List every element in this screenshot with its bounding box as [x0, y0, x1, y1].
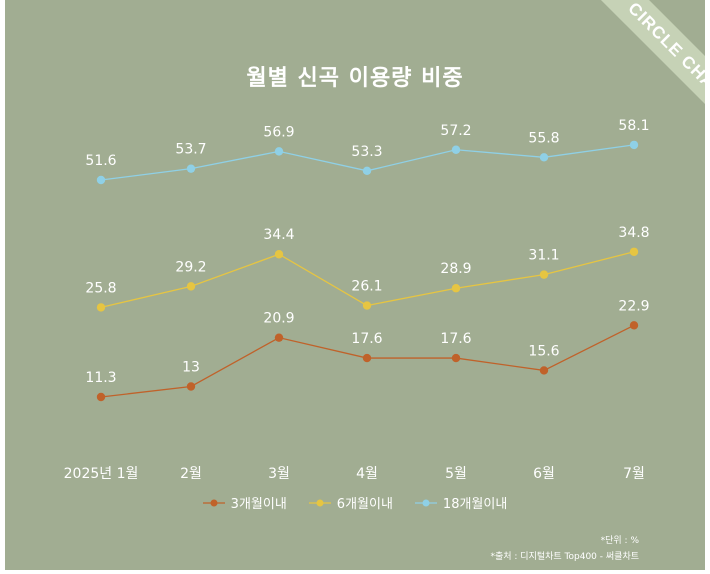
source-note: *출처 : 디지털차트 Top400 - 써클차트 [490, 552, 639, 562]
value-label-18m-4: 53.3 [351, 144, 382, 160]
value-label-3m-5: 17.6 [440, 331, 471, 347]
point-3m-4 [362, 353, 372, 363]
point-6m-2 [186, 282, 196, 291]
value-label-6m-2: 29.2 [175, 259, 206, 275]
point-18m-7 [629, 140, 639, 150]
legend-label-6m: 6개월이내 [336, 497, 393, 512]
x-tick-label: 3월 [268, 466, 290, 482]
x-tick-label: 2025년 1월 [64, 466, 139, 482]
point-3m-1 [96, 392, 106, 402]
line-chart: 11.3 13 20.9 17.6 17.6 15.6 22.9 25.8 29.2 34.4 26… [64, 118, 650, 482]
value-label-6m-3: 34.4 [263, 227, 294, 243]
chart-panel: CIRCLE CHART 월별 신곡 이용량 비중 11.3 13 20.9 17.6… [5, 0, 705, 570]
legend-label-3m: 3개월이내 [230, 497, 287, 512]
value-label-6m-6: 31.1 [528, 248, 559, 264]
value-label-3m-6: 15.6 [528, 343, 559, 359]
legend-swatch-6m [308, 499, 331, 506]
x-tick-label: 6월 [533, 466, 555, 482]
point-18m-6 [539, 153, 549, 162]
point-6m-4 [362, 301, 372, 310]
value-label-18m-3: 56.9 [263, 124, 294, 140]
value-label-18m-6: 55.8 [528, 130, 559, 146]
legend-label-18m: 18개월이내 [442, 497, 508, 512]
x-tick-label: 7월 [623, 466, 645, 482]
legend-item-6m: 6개월이내 [308, 493, 393, 512]
point-18m-5 [451, 145, 461, 154]
value-label-3m-7: 22.9 [618, 298, 649, 314]
value-label-18m-1: 51.6 [85, 153, 116, 169]
value-label-6m-1: 25.8 [85, 280, 116, 296]
point-18m-4 [362, 166, 372, 176]
point-6m-5 [451, 284, 461, 293]
x-tick-label: 5월 [445, 466, 467, 482]
point-6m-3 [274, 250, 284, 259]
point-18m-3 [274, 147, 284, 156]
point-6m-7 [629, 247, 639, 256]
value-label-3m-4: 17.6 [351, 331, 382, 347]
point-18m-2 [186, 164, 196, 173]
value-label-3m-2: 13 [182, 359, 200, 375]
value-label-3m-3: 20.9 [263, 311, 294, 327]
point-6m-1 [96, 303, 106, 312]
x-tick-label: 2월 [180, 466, 202, 482]
unit-note: *단위 : % [600, 536, 639, 546]
point-3m-2 [186, 382, 196, 391]
value-label-6m-7: 34.8 [618, 225, 649, 241]
legend: 3개월이내 6개월이내 18개월이내 [5, 493, 705, 512]
chart-title: 월별 신곡 이용량 비중 [246, 66, 464, 91]
point-3m-5 [451, 353, 461, 363]
value-label-18m-2: 53.7 [175, 142, 206, 158]
value-label-6m-5: 28.9 [440, 261, 471, 277]
value-label-3m-1: 11.3 [85, 370, 116, 386]
value-label-18m-5: 57.2 [440, 123, 471, 139]
value-label-18m-7: 58.1 [618, 118, 649, 134]
x-tick-label: 4월 [356, 466, 378, 482]
legend-swatch-3m [202, 499, 225, 506]
legend-swatch-18m [414, 499, 437, 506]
point-3m-3 [274, 333, 284, 342]
legend-item-18m: 18개월이내 [414, 493, 508, 512]
value-label-6m-4: 26.1 [351, 279, 382, 295]
point-6m-6 [539, 270, 549, 279]
legend-item-3m: 3개월이내 [202, 493, 287, 512]
point-3m-7 [629, 321, 639, 330]
point-18m-1 [96, 175, 106, 185]
point-3m-6 [539, 366, 549, 375]
